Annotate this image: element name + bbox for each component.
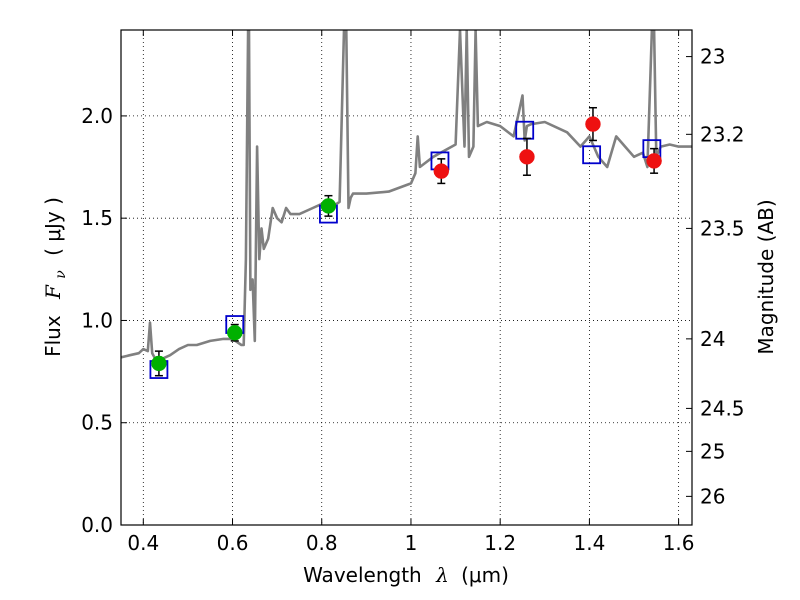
y2-tick-label: 24 [700,327,725,351]
x-tick-label: 1.4 [573,531,605,555]
model-square [582,145,602,165]
data-point [519,149,535,165]
data-point [433,163,450,179]
x-axis-label: Wavelength λ (μm) [303,563,509,587]
data-point [646,153,662,169]
y2-axis-label: Magnitude (AB) [754,199,778,354]
data-point [585,116,601,132]
spectrum-line [121,30,692,363]
y-tick-label: 2.0 [81,104,113,128]
x-tick-label: 1 [405,531,418,555]
axes-frame [120,29,693,526]
x-tick-label: 1.2 [484,531,516,555]
data-point [320,198,337,214]
y2-tick-label: 23 [700,45,725,69]
y2-tick-label: 24.5 [700,396,745,420]
x-tick-label: 0.6 [217,531,249,555]
plot-area [121,30,692,379]
x-tick-label: 0.8 [306,531,338,555]
y2-tick-label: 26 [700,484,725,508]
x-tick-label: 0.4 [127,531,159,555]
ticks: 0.4 0.6 0.8 1 1.2 1.4 1.6 0.0 0.5 1.0 1.5 2.0 23 23.2… [81,30,745,555]
y-tick-label: 1.0 [81,308,113,332]
grid [121,30,692,526]
y-tick-label: 1.5 [81,206,113,230]
x-tick-label: 1.6 [663,531,695,555]
data-point [151,355,167,372]
data-point [227,324,243,341]
y-axis-label: Flux F ν ( μJy ) [41,197,70,357]
y2-tick-label: 23.5 [700,216,745,240]
plot-content [121,30,692,379]
y2-tick-label: 25 [700,439,725,463]
y2-tick-label: 23.2 [700,122,745,146]
y-tick-label: 0.5 [81,411,113,435]
y-tick-label: 0.0 [81,513,113,537]
